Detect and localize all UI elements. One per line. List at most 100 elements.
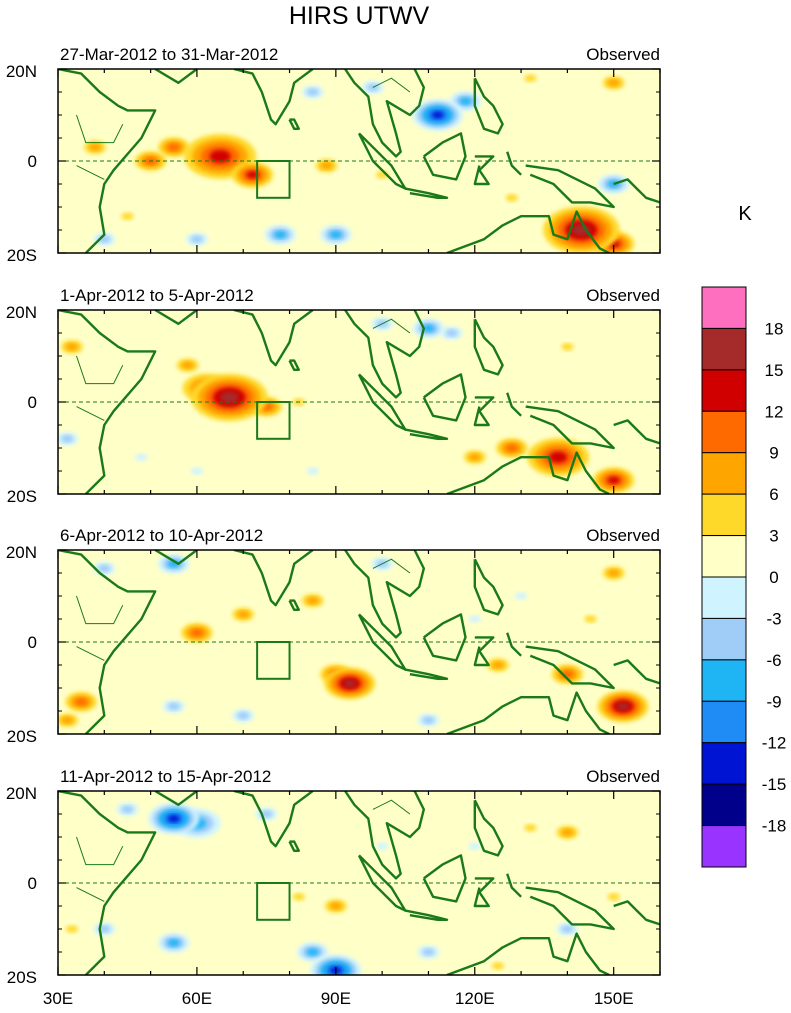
x-axis: 30E 60E 90E 120E 150E xyxy=(43,989,634,1008)
coastlines xyxy=(58,69,660,253)
colorbar-cell xyxy=(701,659,747,702)
panel-1-label: Observed xyxy=(586,45,660,64)
colorbar-cell xyxy=(701,825,747,868)
country-border xyxy=(76,406,105,421)
colorbar-cell xyxy=(701,617,747,661)
anomaly-contour xyxy=(190,467,203,475)
coastline xyxy=(473,77,504,135)
coastline xyxy=(506,392,522,417)
panel-1-field xyxy=(58,69,660,253)
coastline xyxy=(288,118,300,131)
colorbar-cell xyxy=(701,410,747,454)
coastline xyxy=(405,187,449,200)
x-tick-label: 120E xyxy=(455,989,495,1008)
anomaly-contour xyxy=(167,702,180,711)
y-tick-label: 20S xyxy=(7,246,37,265)
coastline xyxy=(344,791,425,880)
coastline xyxy=(344,69,425,158)
anomaly-contour xyxy=(561,343,574,351)
coastline xyxy=(422,613,467,662)
anomaly-contour xyxy=(468,615,481,623)
colorbar-label: 6 xyxy=(769,485,778,504)
colorbar-label: 12 xyxy=(765,402,784,421)
anomaly-contour xyxy=(572,224,591,236)
anomaly-contour xyxy=(121,212,134,220)
anomaly-contour xyxy=(237,711,250,720)
y-tick-label: 20N xyxy=(6,303,37,322)
coastlines xyxy=(58,791,660,975)
anomaly-contour xyxy=(88,143,102,151)
country-borders xyxy=(76,799,411,902)
colorbar-label: -18 xyxy=(762,817,787,836)
coastline xyxy=(525,164,615,209)
y-tick-label: 0 xyxy=(28,633,37,652)
country-border xyxy=(76,355,124,385)
coastline xyxy=(473,155,495,186)
coastline xyxy=(154,310,198,325)
coastline xyxy=(422,854,467,903)
coastline xyxy=(288,840,300,852)
coastline xyxy=(58,69,157,253)
panel-3: 6-Apr-2012 to 10-Apr-2012 Observed 20N 0 20S xyxy=(6,526,661,746)
coastline xyxy=(473,799,504,857)
coastline xyxy=(154,69,198,85)
anomaly-contour xyxy=(65,343,78,351)
colorbar-cell xyxy=(701,576,747,619)
coastline xyxy=(405,668,449,680)
coastline xyxy=(58,550,157,734)
anomaly-contour xyxy=(561,828,574,837)
colorbar: 18 15 12 9 6 3 0 -3 -6 -9 -12 -15 -18 xyxy=(701,286,787,868)
country-border xyxy=(76,595,124,625)
anomaly-contour xyxy=(61,716,74,724)
coastline xyxy=(506,873,522,898)
anomaly-contour xyxy=(515,592,528,600)
coastline xyxy=(344,550,425,639)
anomaly-contour xyxy=(65,925,78,933)
panel-4: 11-Apr-2012 to 15-Apr-2012 Observed 20N 0 20… xyxy=(6,767,661,987)
coastlines xyxy=(58,550,660,734)
x-tick-label: 30E xyxy=(43,989,73,1008)
panel-4-field xyxy=(58,791,660,975)
anomaly-contour xyxy=(329,902,342,910)
anomaly-contour xyxy=(561,925,574,933)
coastline xyxy=(233,791,314,848)
country-border xyxy=(372,318,411,334)
colorbar-cell xyxy=(701,452,747,495)
coastline xyxy=(525,886,615,931)
colorbar-label: -9 xyxy=(766,692,781,711)
panels: 27-Mar-2012 to 31-Mar-2012 Observed 20N 0 20… xyxy=(6,45,661,987)
y-tick-label: 20N xyxy=(6,784,37,803)
anomaly-contour xyxy=(459,97,472,105)
anomaly-contour xyxy=(167,143,180,151)
anomaly-contour xyxy=(468,842,481,850)
coastline xyxy=(58,791,157,975)
coastline xyxy=(233,310,314,367)
coastline xyxy=(473,558,504,616)
coastline xyxy=(613,419,660,445)
coastline xyxy=(473,318,504,376)
anomaly-contour xyxy=(306,467,319,475)
anomaly-contour xyxy=(524,824,537,832)
anomaly-contour xyxy=(491,661,504,669)
x-tick-label: 150E xyxy=(594,989,634,1008)
anomaly-contour xyxy=(376,842,389,850)
colorbar-label: 9 xyxy=(769,444,778,463)
anomaly-contour xyxy=(306,948,319,956)
colorbar-label: 18 xyxy=(765,319,784,338)
anomaly-contour xyxy=(524,74,537,82)
coastline xyxy=(405,428,449,440)
anomaly-contour xyxy=(75,698,88,706)
colorbar-cell xyxy=(701,493,747,537)
country-borders xyxy=(76,318,411,421)
coastlines xyxy=(58,310,660,494)
anomaly-contour xyxy=(422,324,435,333)
y-tick-label: 20S xyxy=(7,968,37,987)
anomaly-contour xyxy=(584,615,597,623)
colorbar-cell xyxy=(701,783,747,827)
anomaly-contour xyxy=(121,805,134,814)
coastline xyxy=(525,405,615,450)
country-border xyxy=(372,77,411,93)
anomaly-contour xyxy=(343,679,356,688)
index-box xyxy=(256,641,291,680)
